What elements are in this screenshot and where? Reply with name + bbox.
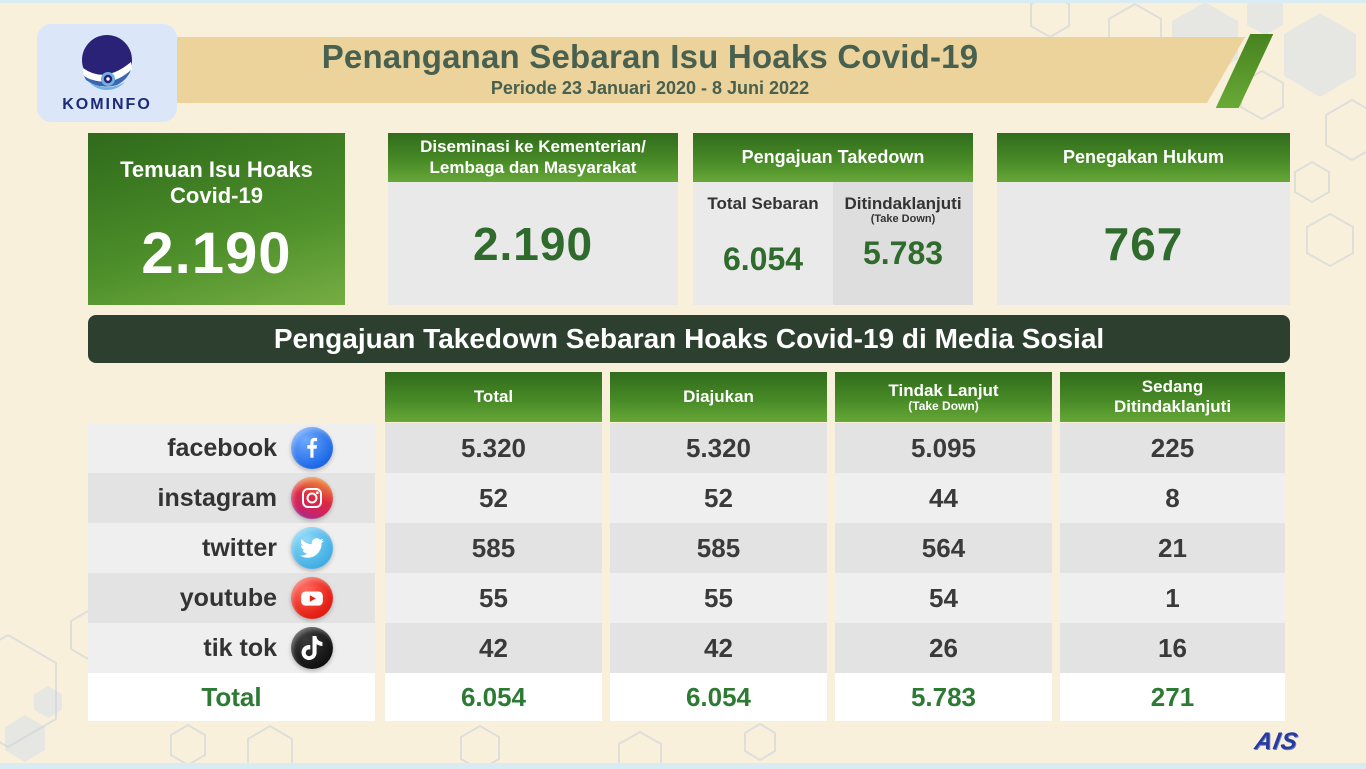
column-total: Total 5.320 52 585 55 42 6.054 <box>385 372 602 721</box>
cell-total-tindak-lanjut: 5.783 <box>835 673 1052 721</box>
cell-youtube-sedang: 1 <box>1060 573 1285 623</box>
facebook-icon <box>291 427 333 469</box>
takedown-ditindaklanjuti-column: Ditindaklanjuti (Take Down) 5.783 <box>833 182 973 305</box>
kominfo-logo-text: KOMINFO <box>62 96 152 113</box>
card-diseminasi-title-line1: Diseminasi ke Kementerian/ <box>420 137 646 157</box>
cell-twitter-tindak-lanjut: 564 <box>835 523 1052 573</box>
takedown-total-sebaran-column: Total Sebaran 6.054 <box>693 182 833 305</box>
cell-facebook-tindak-lanjut: 5.095 <box>835 423 1052 473</box>
cell-facebook-total: 5.320 <box>385 423 602 473</box>
column-sedang-header-line2: Ditindaklanjuti <box>1113 397 1232 416</box>
ditindaklanjuti-value: 5.783 <box>862 235 944 271</box>
column-diajukan: Diajukan 5.320 52 585 55 42 6.054 <box>610 372 827 721</box>
card-diseminasi-title-line2: Lembaga dan Masyarakat <box>429 157 637 177</box>
total-sebaran-value: 6.054 <box>722 241 804 277</box>
column-tindak-lanjut-header-label: Tindak Lanjut <box>888 380 999 400</box>
cell-instagram-sedang: 8 <box>1060 473 1285 523</box>
column-total-header: Total <box>385 372 602 422</box>
column-diajukan-header: Diajukan <box>610 372 827 422</box>
page-title: Penanganan Sebaran Isu Hoaks Covid-19 <box>321 38 979 75</box>
column-diajukan-header-label: Diajukan <box>683 387 754 407</box>
cell-instagram-tindak-lanjut: 44 <box>835 473 1052 523</box>
instagram-label: instagram <box>157 483 277 512</box>
cell-youtube-diajukan: 55 <box>610 573 827 623</box>
card-penegakan-value: 767 <box>1103 217 1184 270</box>
cell-total-sedang: 271 <box>1060 673 1285 721</box>
cell-tiktok-sedang: 16 <box>1060 623 1285 673</box>
kominfo-logo-icon <box>82 35 132 90</box>
column-sedang-header-line1: Sedang <box>1141 377 1204 397</box>
card-takedown-title: Pengajuan Takedown <box>741 147 925 167</box>
table-row-facebook-label: facebook <box>88 423 375 473</box>
card-diseminasi-value: 2.190 <box>472 217 594 270</box>
twitter-icon <box>291 527 333 569</box>
facebook-label: facebook <box>167 433 277 462</box>
cell-youtube-total: 55 <box>385 573 602 623</box>
twitter-label: twitter <box>202 533 277 562</box>
card-penegakan-title: Penegakan Hukum <box>1062 147 1225 167</box>
card-penegakan-hukum: Penegakan Hukum 767 <box>997 133 1290 305</box>
cell-tiktok-tindak-lanjut: 26 <box>835 623 1052 673</box>
table-row-total-label: Total <box>88 673 375 721</box>
cell-instagram-total: 52 <box>385 473 602 523</box>
platform-label-column: facebook instagram twitter youtube tik t… <box>88 423 375 721</box>
youtube-label: youtube <box>179 583 277 612</box>
cell-youtube-tindak-lanjut: 54 <box>835 573 1052 623</box>
tiktok-label: tik tok <box>203 633 277 662</box>
cell-facebook-sedang: 225 <box>1060 423 1285 473</box>
title-band <box>115 37 1245 103</box>
section-banner-title: Pengajuan Takedown Sebaran Hoaks Covid-1… <box>273 323 1105 354</box>
card-diseminasi: Diseminasi ke Kementerian/ Lembaga dan M… <box>388 133 678 305</box>
section-banner: Pengajuan Takedown Sebaran Hoaks Covid-1… <box>88 315 1290 363</box>
top-edge-strip <box>0 0 1366 3</box>
card-pengajuan-takedown: Pengajuan Takedown Total Sebaran 6.054 D… <box>693 133 973 305</box>
cell-facebook-diajukan: 5.320 <box>610 423 827 473</box>
table-row-instagram-label: instagram <box>88 473 375 523</box>
cell-tiktok-diajukan: 42 <box>610 623 827 673</box>
ais-logo: AIS <box>1252 728 1301 755</box>
cell-twitter-diajukan: 585 <box>610 523 827 573</box>
column-tindak-lanjut-header-sublabel: (Take Down) <box>908 399 979 414</box>
page-subtitle: Periode 23 Januari 2020 - 8 Juni 2022 <box>490 77 810 98</box>
cell-tiktok-total: 42 <box>385 623 602 673</box>
cell-twitter-total: 585 <box>385 523 602 573</box>
card-temuan-isu-hoaks: Temuan Isu Hoaks Covid-19 2.190 <box>88 133 345 305</box>
ditindaklanjuti-sublabel: (Take Down) <box>870 213 936 225</box>
column-tindak-lanjut: Tindak Lanjut (Take Down) 5.095 44 564 5… <box>835 372 1052 721</box>
column-tindak-lanjut-header: Tindak Lanjut (Take Down) <box>835 372 1052 422</box>
card-temuan-title: Temuan Isu Hoaks Covid-19 <box>120 157 313 209</box>
youtube-icon <box>291 577 333 619</box>
card-temuan-value: 2.190 <box>141 220 292 286</box>
column-total-header-label: Total <box>473 387 514 407</box>
table-row-tiktok-label: tik tok <box>88 623 375 673</box>
cell-twitter-sedang: 21 <box>1060 523 1285 573</box>
cell-total-total: 6.054 <box>385 673 602 721</box>
cell-total-diajukan: 6.054 <box>610 673 827 721</box>
header: Penanganan Sebaran Isu Hoaks Covid-19 Pe… <box>200 38 1100 99</box>
total-label: Total <box>201 681 262 712</box>
tiktok-icon <box>291 627 333 669</box>
ditindaklanjuti-label: Ditindaklanjuti <box>844 194 962 213</box>
cell-instagram-diajukan: 52 <box>610 473 827 523</box>
column-sedang-header: Sedang Ditindaklanjuti <box>1060 372 1285 422</box>
instagram-icon <box>291 477 333 519</box>
kominfo-logo-card: KOMINFO <box>37 24 177 122</box>
total-sebaran-label: Total Sebaran <box>707 194 819 213</box>
bottom-edge-strip <box>0 763 1366 769</box>
table-row-twitter-label: twitter <box>88 523 375 573</box>
table-row-youtube-label: youtube <box>88 573 375 623</box>
column-sedang-ditindaklanjuti: Sedang Ditindaklanjuti 225 8 21 1 16 271 <box>1060 372 1285 721</box>
